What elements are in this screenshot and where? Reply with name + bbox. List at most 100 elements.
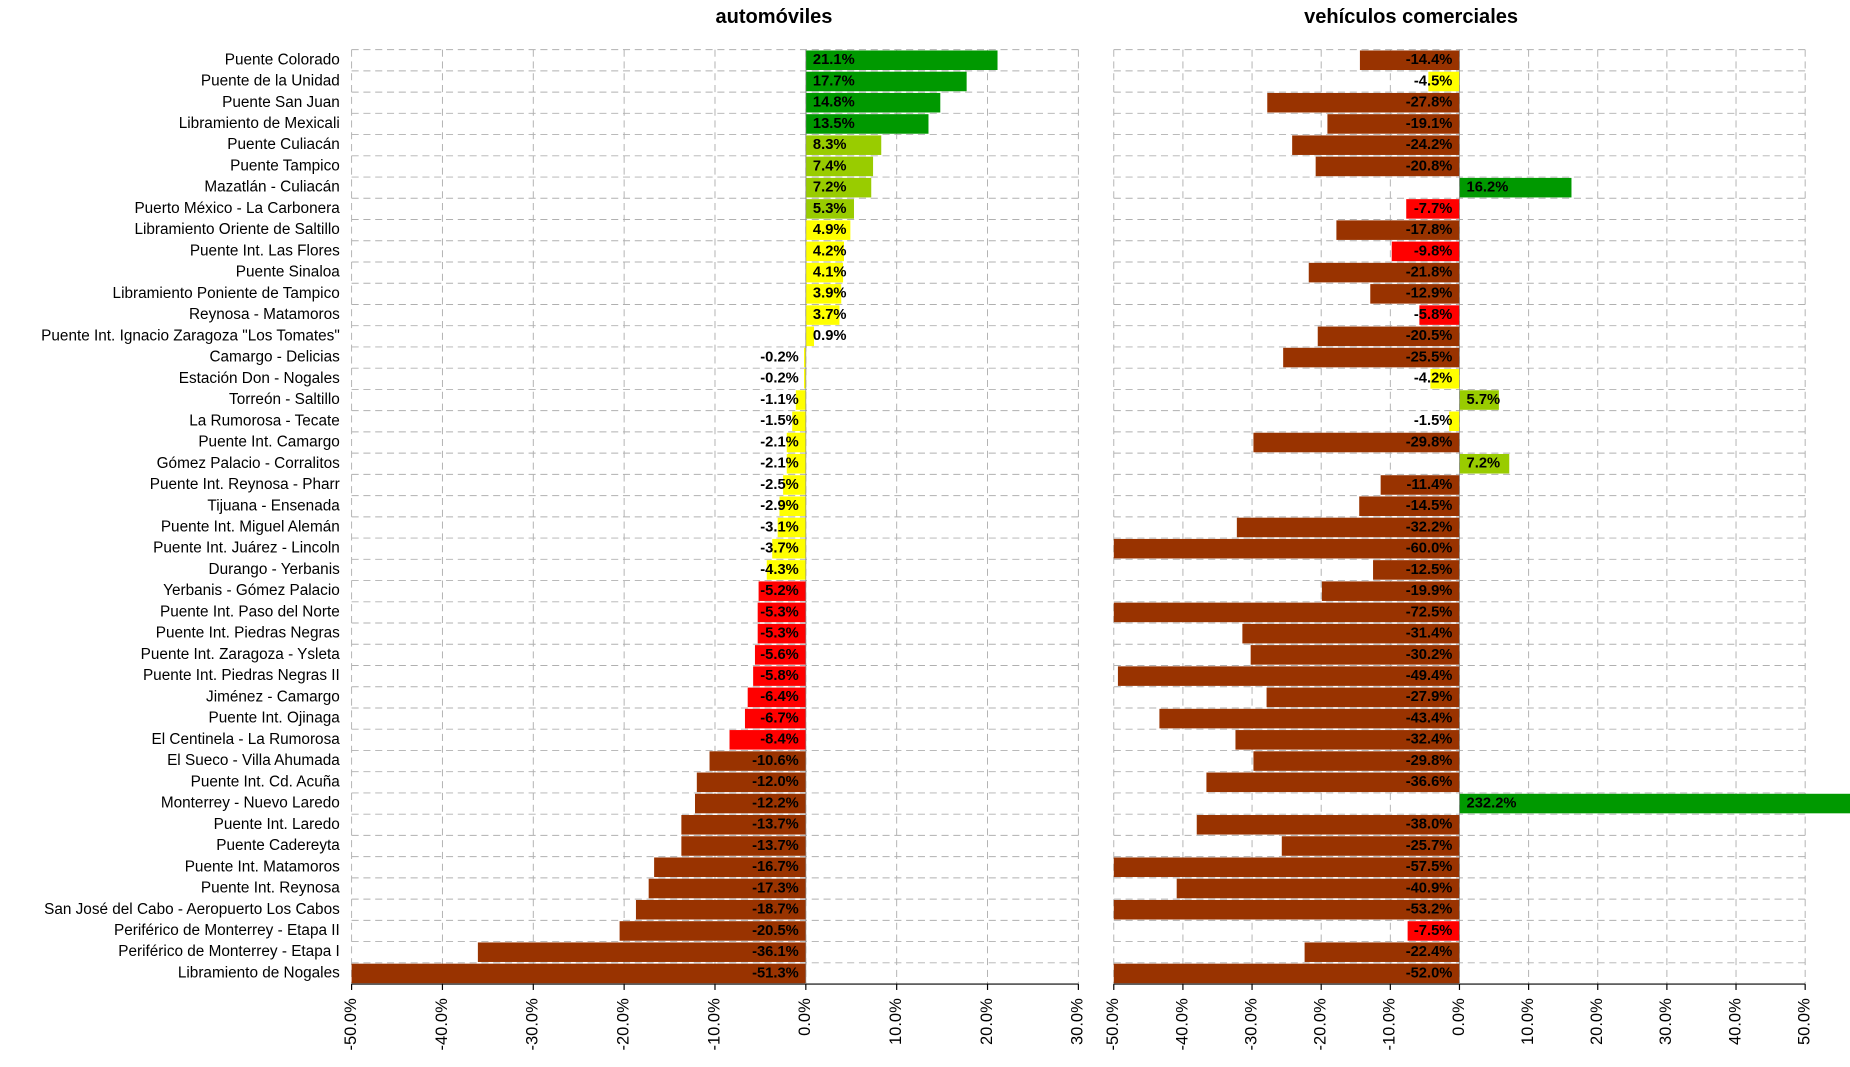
value-label: -12.0% xyxy=(752,774,799,790)
bar xyxy=(1315,156,1460,177)
bar xyxy=(1281,836,1460,856)
bar xyxy=(1449,411,1460,432)
bar xyxy=(758,581,806,601)
bar xyxy=(805,326,815,347)
value-label: -12.9% xyxy=(1406,286,1453,302)
value-label: -29.8% xyxy=(1406,434,1453,450)
category-label: Puente Colorado xyxy=(225,51,340,68)
bar xyxy=(648,878,806,899)
value-label: -4.5% xyxy=(1414,73,1453,89)
value-label: -5.3% xyxy=(760,626,798,642)
value-label: 7.2% xyxy=(1467,456,1501,472)
value-label: -14.5% xyxy=(1406,498,1453,514)
bar xyxy=(786,453,806,474)
category-label: Puente Int. Piedras Negras II xyxy=(143,667,340,684)
bar xyxy=(1253,432,1460,453)
bar xyxy=(1459,177,1572,198)
value-label: -72.5% xyxy=(1406,604,1453,620)
category-label: Puente Int. Las Flores xyxy=(190,242,340,259)
bar xyxy=(805,71,967,92)
value-label: -4.3% xyxy=(760,562,798,578)
category-label: Tijuana - Ensenada xyxy=(207,497,340,514)
value-label: -57.5% xyxy=(1406,859,1453,875)
bar xyxy=(681,815,806,835)
value-label: -10.6% xyxy=(752,753,799,769)
x-tick-label: 20.0% xyxy=(978,998,996,1045)
value-label: -17.3% xyxy=(752,880,799,896)
value-label: -7.7% xyxy=(1414,201,1453,217)
bar xyxy=(729,730,806,750)
bar xyxy=(1459,793,1850,814)
bar xyxy=(1236,517,1460,538)
value-label: -21.8% xyxy=(1406,265,1453,281)
x-tick-label: -20.0% xyxy=(1312,998,1330,1051)
bar xyxy=(754,645,806,665)
bar xyxy=(1250,645,1460,665)
bar xyxy=(681,836,806,856)
value-label: -19.1% xyxy=(1406,116,1453,132)
bar xyxy=(1206,772,1460,793)
value-label: -31.4% xyxy=(1406,626,1453,642)
bar xyxy=(1380,475,1460,495)
category-label: Durango - Yerbanis xyxy=(209,561,341,578)
x-tick-label: 10.0% xyxy=(1519,998,1537,1045)
value-label: -22.4% xyxy=(1406,944,1453,960)
bar xyxy=(1159,708,1460,729)
value-label: -0.2% xyxy=(760,349,798,365)
bar xyxy=(805,114,929,134)
category-label: Puente San Juan xyxy=(222,94,340,111)
value-label: -49.4% xyxy=(1406,668,1453,684)
bar xyxy=(777,517,806,538)
value-label: -43.4% xyxy=(1406,710,1453,726)
category-label: Libramiento de Nogales xyxy=(178,964,340,981)
category-label: Puente Int. Miguel Alemán xyxy=(161,519,340,536)
value-label: -5.6% xyxy=(760,647,798,663)
value-label: 3.9% xyxy=(813,286,847,302)
value-label: -12.5% xyxy=(1406,562,1453,578)
value-label: -5.3% xyxy=(760,604,798,620)
value-label: 4.1% xyxy=(813,265,847,281)
value-label: -32.4% xyxy=(1406,732,1453,748)
category-label: Puente Sinaloa xyxy=(236,264,340,281)
value-label: -40.9% xyxy=(1406,880,1453,896)
value-label: -2.1% xyxy=(760,456,798,472)
value-label: -30.2% xyxy=(1406,647,1453,663)
bar xyxy=(1253,751,1460,771)
category-label: Puente Int. Paso del Norte xyxy=(160,603,340,620)
category-label: El Sueco - Villa Ahumada xyxy=(167,752,340,769)
x-tick-label: -40.0% xyxy=(1173,998,1191,1051)
category-label: Puente Int. Camargo xyxy=(198,434,339,451)
bar xyxy=(709,751,806,771)
value-label: 8.3% xyxy=(813,137,847,153)
bar xyxy=(1283,347,1460,368)
value-label: -27.8% xyxy=(1406,95,1453,111)
category-label: Puente Cadereyta xyxy=(216,837,340,854)
category-label: Periférico de Monterrey - Etapa II xyxy=(114,922,340,939)
chart-title: automóviles xyxy=(715,6,832,28)
value-label: -9.8% xyxy=(1414,243,1453,259)
x-tick-label: -50.0% xyxy=(342,998,360,1051)
bar xyxy=(805,50,998,71)
bar xyxy=(635,899,806,920)
value-label: 7.2% xyxy=(813,180,847,196)
bar xyxy=(804,369,806,389)
value-label: -36.1% xyxy=(752,944,799,960)
value-label: -1.1% xyxy=(760,392,798,408)
value-label: -29.8% xyxy=(1406,753,1453,769)
bar xyxy=(1391,241,1460,262)
bar xyxy=(744,708,806,729)
category-label: Libramiento Poniente de Tampico xyxy=(113,285,340,302)
value-label: -2.9% xyxy=(760,498,798,514)
category-label: Puente Tampico xyxy=(230,157,340,174)
value-label: -2.1% xyxy=(760,434,798,450)
category-label: Puente de la Unidad xyxy=(201,73,340,90)
value-label: 5.3% xyxy=(813,201,847,217)
bar xyxy=(1359,50,1460,71)
x-tick-label: 20.0% xyxy=(1588,998,1606,1045)
bar xyxy=(783,475,806,495)
bar xyxy=(795,390,806,410)
bar xyxy=(1327,114,1460,134)
x-tick-label: 50.0% xyxy=(1796,998,1814,1045)
value-label: -27.9% xyxy=(1406,689,1453,705)
value-label: -19.9% xyxy=(1406,583,1453,599)
